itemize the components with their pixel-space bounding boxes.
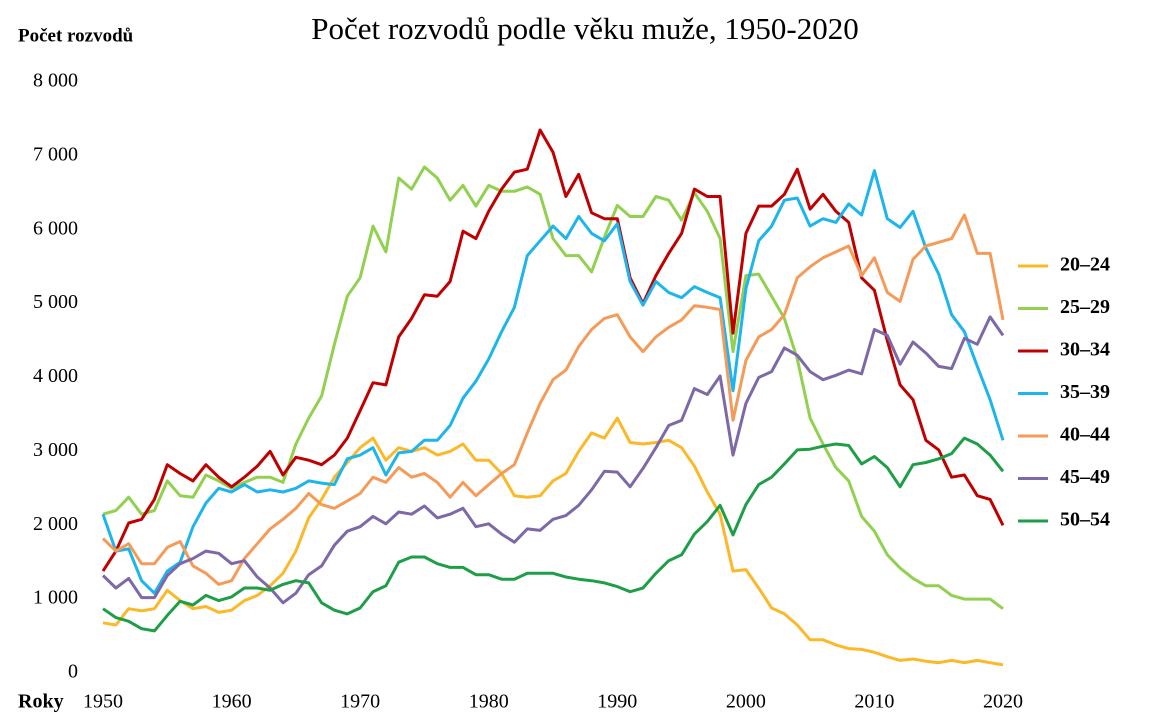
legend-label: 45–49 bbox=[1060, 466, 1110, 488]
x-axis-label: Roky bbox=[18, 691, 64, 713]
chart-title: Počet rozvodů podle věku muže, 1950-2020 bbox=[311, 11, 859, 46]
y-tick-label: 7 000 bbox=[33, 143, 78, 165]
series-line bbox=[101, 213, 1005, 586]
series-line bbox=[102, 416, 1004, 667]
legend-label: 25–29 bbox=[1060, 296, 1110, 318]
y-tick-label: 8 000 bbox=[33, 70, 78, 92]
y-tick-label: 1 000 bbox=[33, 587, 78, 609]
x-tick-label: 1950 bbox=[83, 691, 123, 713]
x-tick-label: 2000 bbox=[726, 691, 766, 713]
series-line bbox=[101, 315, 1005, 605]
legend-label: 35–39 bbox=[1060, 381, 1110, 403]
x-tick-label: 1980 bbox=[469, 691, 509, 713]
x-tick-label: 2020 bbox=[983, 691, 1023, 713]
legend-label: 30–34 bbox=[1060, 339, 1110, 361]
series-line bbox=[102, 436, 1005, 633]
series-line bbox=[102, 165, 1004, 610]
x-tick-label: 2010 bbox=[854, 691, 894, 713]
y-tick-label: 2 000 bbox=[33, 513, 78, 535]
x-tick-label: 1990 bbox=[597, 691, 637, 713]
series-line bbox=[101, 128, 1005, 572]
y-tick-label: 0 bbox=[68, 661, 78, 683]
legend-label: 40–44 bbox=[1060, 424, 1110, 446]
y-tick-label: 3 000 bbox=[33, 439, 78, 461]
y-axis-label: Počet rozvodů bbox=[18, 25, 134, 46]
legend-label: 50–54 bbox=[1060, 509, 1110, 531]
y-tick-label: 5 000 bbox=[33, 291, 78, 313]
y-tick-label: 6 000 bbox=[33, 217, 78, 239]
series-line bbox=[101, 169, 1005, 595]
x-tick-label: 1970 bbox=[340, 691, 380, 713]
legend-label: 20–24 bbox=[1060, 254, 1110, 276]
x-tick-label: 1960 bbox=[212, 691, 252, 713]
y-tick-label: 4 000 bbox=[33, 365, 78, 387]
